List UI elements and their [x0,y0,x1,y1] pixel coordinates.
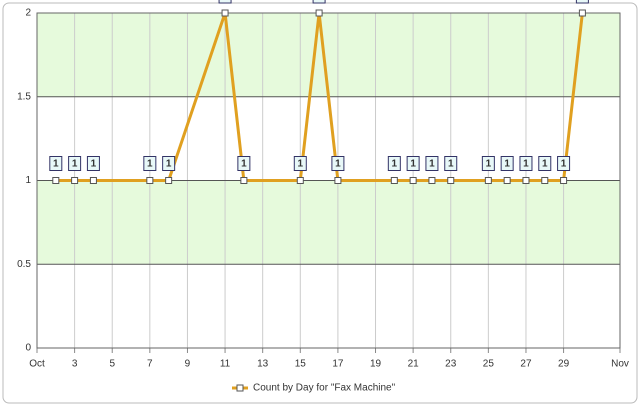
x-tick-label: 21 [408,359,420,370]
value-label: 1 [486,159,492,170]
data-point [484,177,492,184]
value-label: 1 [504,159,510,170]
value-label: 1 [561,159,567,170]
data-point [541,177,549,184]
plot-band [37,13,620,97]
x-tick-label: 15 [295,359,307,370]
y-tick-label: 2 [25,8,31,19]
data-point [390,177,398,184]
x-tick-label: 9 [185,359,191,370]
value-label-box [387,156,401,171]
data-point [296,177,304,184]
value-label-box [481,156,495,171]
data-point [409,177,417,184]
value-label: 1 [335,159,341,170]
value-label-box [519,156,533,171]
value-label: 1 [429,159,435,170]
value-label: 1 [448,159,454,170]
x-tick-label: 11 [220,359,231,370]
data-point [315,9,323,17]
data-point [522,177,530,184]
value-label-box [162,156,176,171]
data-point [89,177,97,184]
x-tick-label: 3 [72,359,78,370]
data-point [560,177,568,184]
data-point [146,177,154,184]
x-tick-label: 29 [558,359,570,370]
value-label-box [406,156,420,171]
y-tick-label: 1 [25,175,31,186]
value-label-box [68,156,82,171]
plot-band [37,180,620,265]
value-label-box [49,156,63,171]
y-tick-label: 0 [25,343,31,354]
value-label: 1 [72,159,78,170]
x-tick-label: 17 [332,359,344,370]
value-label-box [575,0,589,4]
value-label: 2 [222,0,228,2]
value-label-box [86,156,100,171]
data-point [71,177,79,184]
value-label-box [444,156,458,171]
plot-band [37,264,620,348]
data-point [428,177,436,184]
data-point [221,9,229,17]
data-point [334,177,342,184]
legend-marker [236,384,244,392]
value-label: 1 [410,159,416,170]
x-tick-label: 5 [109,359,115,370]
x-tick-label: 23 [445,359,457,370]
data-point [240,177,248,184]
value-label-box [237,156,251,171]
data-point [447,177,455,184]
value-label: 1 [298,159,304,170]
value-label: 1 [392,159,398,170]
value-label-box [500,156,514,171]
data-point [578,9,586,17]
x-tick-label: Nov [611,359,629,370]
value-label-box [312,0,326,4]
value-label: 1 [166,159,172,170]
value-label: 2 [316,0,322,2]
x-tick-label: Oct [29,359,45,370]
value-label-box [293,156,307,171]
x-tick-label: 19 [370,359,382,370]
value-label: 1 [523,159,529,170]
value-label: 1 [53,159,59,170]
value-label-box [538,156,552,171]
x-tick-label: 13 [257,359,269,370]
value-label-box [425,156,439,171]
value-label-box [557,156,571,171]
plot-border [36,12,621,349]
value-label-box [143,156,157,171]
x-tick-label: 27 [520,359,532,370]
value-label-box [218,0,232,4]
value-label: 1 [542,159,548,170]
x-tick-label: 7 [147,359,153,370]
value-label-box [331,156,345,171]
value-label: 1 [147,159,153,170]
legend-label: Count by Day for "Fax Machine" [253,383,396,394]
y-tick-label: 1.5 [17,91,31,102]
data-point [165,177,173,184]
x-tick-label: 25 [483,359,495,370]
value-label: 2 [580,0,586,2]
data-point [503,177,511,184]
y-tick-label: 0.5 [17,259,31,270]
value-label: 1 [241,159,247,170]
data-point [52,177,60,184]
value-label: 1 [91,159,97,170]
